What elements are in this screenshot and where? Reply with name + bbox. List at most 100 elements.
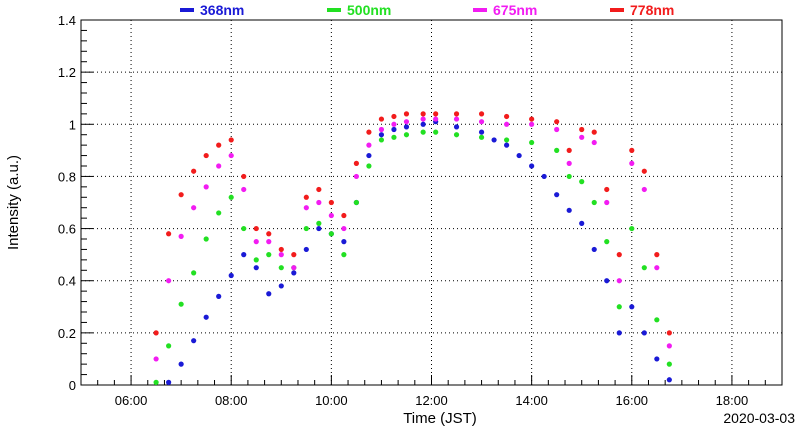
- data-point: [566, 173, 572, 180]
- data-point: [654, 265, 660, 271]
- data-point: [178, 192, 184, 198]
- data-point: [453, 111, 460, 117]
- data-point: [433, 116, 439, 122]
- data-point: [554, 119, 560, 125]
- data-point: [541, 173, 547, 180]
- data-point: [616, 330, 622, 336]
- data-point: [178, 301, 184, 307]
- data-point: [278, 265, 284, 271]
- data-point: [241, 252, 247, 258]
- data-point: [433, 129, 439, 135]
- data-point: [241, 225, 247, 232]
- data-point: [266, 291, 272, 297]
- x-tick-label: 16:00: [616, 393, 649, 408]
- data-point: [316, 225, 322, 232]
- axis-ticks: 06:00 08:00 10:00 12:00 14:00 16:00 18:00 0 0.2 0…: [58, 13, 783, 408]
- data-point: [516, 152, 522, 159]
- data-point: [253, 265, 259, 271]
- y-tick-label: 0.8: [58, 169, 76, 184]
- data-point: [341, 225, 347, 232]
- data-point: [378, 116, 385, 122]
- plot-frame: [80, 19, 783, 386]
- data-point: [316, 199, 322, 206]
- data-point: [420, 121, 426, 127]
- data-point: [378, 132, 385, 138]
- data-point: [191, 270, 197, 276]
- data-point: [191, 338, 197, 344]
- data-point: [504, 113, 510, 120]
- data-point: [478, 111, 485, 117]
- data-point: [166, 343, 172, 349]
- data-point: [228, 137, 234, 143]
- x-tick-label: 10:00: [315, 393, 348, 408]
- data-point: [303, 246, 309, 253]
- data-point: [328, 231, 334, 237]
- data-point: [403, 124, 410, 130]
- data-point: [654, 356, 660, 362]
- data-point: [316, 186, 322, 193]
- legend-entry: 500nm: [347, 2, 391, 18]
- data-point: [166, 231, 172, 237]
- data-point: [191, 205, 197, 211]
- data-point: [366, 152, 372, 159]
- data-point: [378, 126, 385, 133]
- data-point: [579, 134, 585, 140]
- data-point: [504, 121, 510, 127]
- data-point: [641, 168, 647, 174]
- data-point: [153, 356, 159, 362]
- data-point: [266, 231, 272, 237]
- data-point: [478, 119, 485, 125]
- data-point: [453, 124, 460, 130]
- data-point: [529, 116, 535, 122]
- data-point: [278, 252, 284, 258]
- data-point: [591, 246, 597, 253]
- data-point: [403, 119, 410, 125]
- data-point: [666, 330, 672, 336]
- data-point: [216, 163, 222, 169]
- data-point: [391, 134, 397, 140]
- data-point: [316, 220, 322, 226]
- data-point: [554, 147, 560, 153]
- data-point: [579, 126, 585, 133]
- data-point: [420, 116, 426, 122]
- data-point: [178, 233, 184, 239]
- data-point: [566, 160, 572, 166]
- data-point: [629, 225, 635, 232]
- grid-lines: [81, 19, 782, 386]
- data-point: [278, 283, 284, 289]
- data-point: [579, 220, 585, 226]
- data-point: [629, 304, 635, 310]
- data-point: [529, 139, 535, 146]
- data-point: [566, 147, 572, 153]
- x-tick-label: 14:00: [515, 393, 548, 408]
- data-point: [241, 186, 247, 193]
- data-point: [328, 199, 334, 206]
- data-point: [391, 121, 397, 127]
- data-point: [529, 163, 535, 169]
- x-tick-label: 08:00: [215, 393, 248, 408]
- x-tick-label: 12:00: [415, 393, 448, 408]
- data-point: [153, 379, 159, 385]
- data-point: [629, 160, 635, 166]
- y-tick-label: 0.2: [58, 326, 76, 341]
- data-point: [403, 132, 410, 138]
- data-point: [453, 116, 460, 122]
- data-point: [591, 129, 597, 135]
- data-point: [303, 225, 309, 232]
- data-point: [241, 173, 247, 180]
- legend-entry: 368nm: [200, 2, 244, 18]
- data-point: [366, 129, 372, 135]
- data-point: [366, 142, 372, 148]
- data-point: [579, 179, 585, 185]
- data-point: [216, 293, 222, 299]
- data-point: [478, 134, 485, 140]
- y-tick-label: 1.4: [58, 13, 76, 28]
- data-point: [666, 343, 672, 349]
- data-point: [203, 152, 209, 159]
- data-point: [554, 192, 560, 198]
- data-point: [153, 330, 159, 336]
- data-point: [216, 210, 222, 216]
- data-point: [203, 236, 209, 242]
- data-point: [616, 252, 622, 258]
- data-point: [303, 194, 309, 200]
